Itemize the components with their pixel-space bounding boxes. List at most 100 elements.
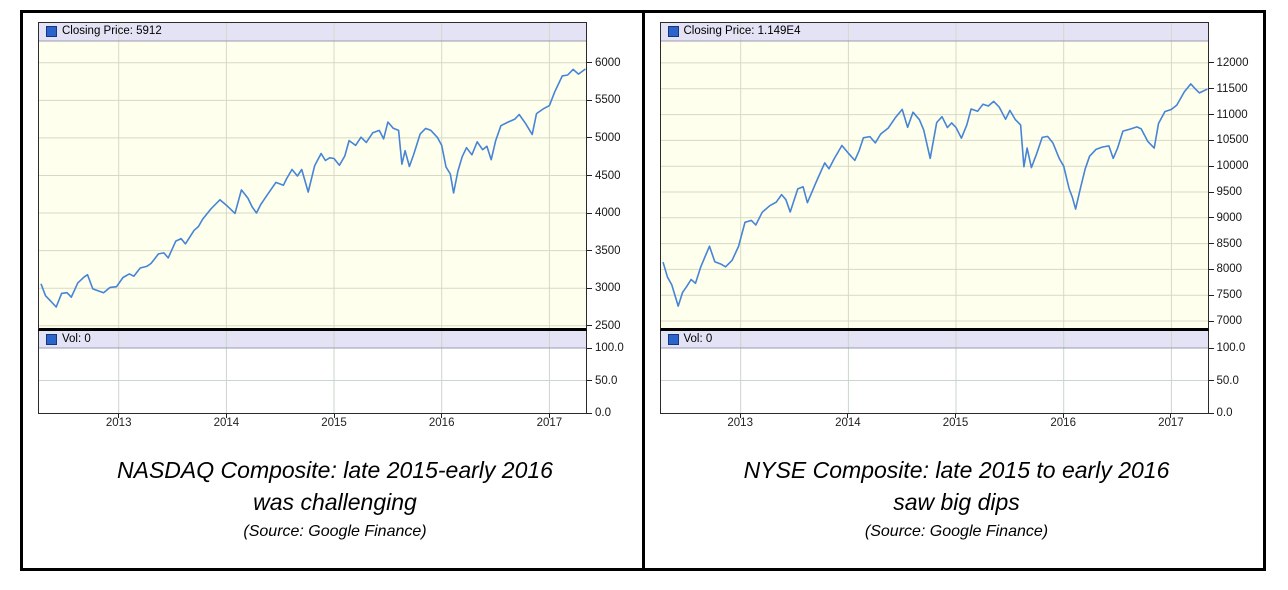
legend-swatch-icon bbox=[46, 25, 57, 37]
tick-mark bbox=[441, 414, 443, 418]
y-axis-tick: 4500 bbox=[587, 170, 621, 182]
volume-label: Vol: 0 bbox=[62, 333, 91, 345]
tick-mark bbox=[587, 287, 592, 289]
y-axis-tick: 10000 bbox=[1208, 160, 1248, 172]
tick-mark bbox=[587, 212, 592, 214]
tick-mark bbox=[587, 347, 592, 349]
y-axis: 2500 3000 3500 4000 4500 5000 5500 6000 100.0 50.… bbox=[587, 22, 632, 432]
price-plot bbox=[660, 23, 1208, 328]
vol-axis-tick: 0.0 bbox=[1208, 407, 1233, 419]
x-axis: 2013 2014 2015 2016 2017 bbox=[38, 414, 587, 432]
plot-column: Closing Price: 5912 Vol: 0 2013 2014 2015 2… bbox=[38, 22, 587, 432]
tick-mark bbox=[847, 414, 849, 418]
tick-mark bbox=[1208, 114, 1214, 116]
caption-line-2: saw big dips bbox=[893, 489, 1020, 515]
vol-axis-tick: 100.0 bbox=[587, 342, 624, 354]
caption-line-2: was challenging bbox=[253, 489, 417, 515]
vol-axis-tick: 50.0 bbox=[587, 375, 617, 387]
x-axis-label: 2016 bbox=[1050, 417, 1076, 429]
x-axis-label: 2013 bbox=[727, 417, 753, 429]
caption-line-1: NASDAQ Composite: late 2015-early 2016 bbox=[117, 457, 553, 483]
y-axis-tick: 2500 bbox=[587, 320, 621, 332]
volume-plot bbox=[660, 331, 1208, 413]
tick-mark bbox=[1170, 414, 1172, 418]
y-axis-tick: 8500 bbox=[1208, 238, 1242, 250]
tick-mark bbox=[587, 137, 592, 139]
y-axis-tick: 11500 bbox=[1208, 83, 1248, 95]
nyse-chart: Closing Price: 1.149E4 Vol: 0 2013 2014 20… bbox=[659, 22, 1254, 432]
y-axis-tick: 6000 bbox=[587, 57, 621, 69]
tick-mark bbox=[1208, 139, 1214, 141]
tick-mark bbox=[955, 414, 956, 418]
tick-mark bbox=[1208, 88, 1214, 90]
legend-label: Closing Price: 5912 bbox=[62, 25, 162, 37]
x-axis-label: 2017 bbox=[1158, 417, 1184, 429]
tick-mark bbox=[1208, 380, 1214, 381]
x-axis: 2013 2014 2015 2016 2017 bbox=[660, 414, 1209, 432]
x-axis-label: 2014 bbox=[213, 417, 240, 429]
price-panel: Closing Price: 5912 bbox=[38, 22, 587, 331]
chart-caption: NASDAQ Composite: late 2015-early 2016 w… bbox=[38, 454, 632, 543]
legend-swatch-icon bbox=[46, 333, 57, 345]
vol-axis-tick: 50.0 bbox=[1208, 375, 1239, 387]
volume-panel: Vol: 0 bbox=[38, 331, 587, 414]
tick-mark bbox=[1208, 62, 1214, 64]
tick-mark bbox=[587, 412, 592, 414]
tick-mark bbox=[1062, 414, 1064, 418]
y-axis-tick: 3000 bbox=[587, 282, 621, 294]
y-axis-tick: 5500 bbox=[587, 94, 621, 106]
caption-source: (Source: Google Finance) bbox=[243, 523, 427, 540]
tick-mark bbox=[1208, 320, 1214, 322]
caption-source: (Source: Google Finance) bbox=[864, 523, 1049, 540]
tick-mark bbox=[739, 414, 741, 418]
y-axis-tick: 9000 bbox=[1208, 212, 1242, 224]
tick-mark bbox=[587, 250, 592, 252]
x-axis-label: 2015 bbox=[942, 417, 969, 429]
price-panel: Closing Price: 1.149E4 bbox=[659, 22, 1209, 331]
y-axis-tick: 7500 bbox=[1208, 289, 1242, 301]
nyse-cell: Closing Price: 1.149E4 Vol: 0 2013 2014 20… bbox=[645, 13, 1264, 568]
tick-mark bbox=[1208, 165, 1214, 167]
tick-mark bbox=[548, 414, 550, 418]
y-axis-tick: 10500 bbox=[1208, 134, 1248, 146]
volume-plot bbox=[39, 331, 586, 413]
tick-mark bbox=[1208, 268, 1214, 270]
nasdaq-cell: Closing Price: 5912 Vol: 0 2013 2014 2015 2… bbox=[23, 13, 645, 568]
x-axis-label: 2015 bbox=[321, 417, 347, 429]
vol-axis-tick: 0.0 bbox=[587, 407, 611, 419]
volume-legend: Vol: 0 bbox=[667, 333, 713, 345]
legend-swatch-icon bbox=[667, 25, 679, 37]
price-plot bbox=[39, 23, 586, 328]
x-axis-label: 2017 bbox=[536, 417, 563, 429]
x-axis-label: 2016 bbox=[428, 417, 455, 429]
legend-swatch-icon bbox=[667, 333, 679, 345]
tick-mark bbox=[1208, 243, 1214, 245]
tick-mark bbox=[587, 175, 592, 176]
tick-mark bbox=[1208, 412, 1214, 414]
y-axis-tick: 4000 bbox=[587, 207, 621, 219]
y-axis-tick: 9500 bbox=[1208, 186, 1242, 198]
vol-axis-tick: 100.0 bbox=[1208, 342, 1245, 354]
y-axis: 7000 7500 8000 8500 9000 9500 10000 10500 11000 1… bbox=[1208, 22, 1254, 432]
y-axis-tick: 5000 bbox=[587, 132, 621, 144]
tick-mark bbox=[118, 414, 120, 418]
volume-legend: Vol: 0 bbox=[46, 333, 91, 345]
price-legend: Closing Price: 1.149E4 bbox=[667, 25, 801, 37]
x-axis-label: 2013 bbox=[105, 417, 132, 429]
tick-mark bbox=[587, 62, 592, 64]
y-axis-tick: 11000 bbox=[1208, 109, 1248, 121]
tick-mark bbox=[587, 325, 592, 327]
caption-line-1: NYSE Composite: late 2015 to early 2016 bbox=[743, 457, 1170, 483]
tick-mark bbox=[1208, 294, 1214, 296]
x-axis-label: 2014 bbox=[835, 417, 861, 429]
legend-label: Closing Price: 1.149E4 bbox=[683, 25, 801, 37]
volume-label: Vol: 0 bbox=[683, 333, 713, 345]
chart-caption: NYSE Composite: late 2015 to early 2016 … bbox=[660, 454, 1254, 543]
y-axis-tick: 7000 bbox=[1208, 315, 1242, 327]
tick-mark bbox=[587, 380, 592, 381]
nasdaq-chart: Closing Price: 5912 Vol: 0 2013 2014 2015 2… bbox=[38, 22, 632, 432]
y-axis-tick: 3500 bbox=[587, 245, 621, 257]
outer-frame: Closing Price: 5912 Vol: 0 2013 2014 2015 2… bbox=[20, 10, 1266, 571]
tick-mark bbox=[225, 414, 227, 418]
